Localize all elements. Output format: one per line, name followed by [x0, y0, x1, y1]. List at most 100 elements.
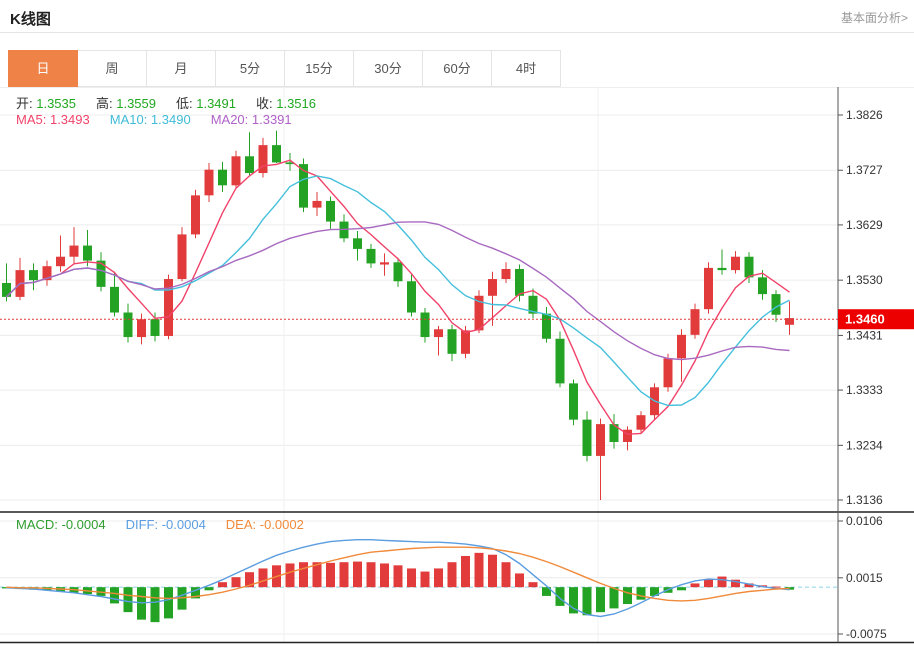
macd-bar-33 [447, 562, 457, 588]
candle-body-43 [582, 419, 592, 456]
macd-bar-15 [204, 587, 214, 591]
candle-body-47 [636, 415, 646, 430]
candle-body-4 [56, 256, 65, 267]
macd-bar-36 [488, 554, 497, 588]
macd-bar-51 [690, 583, 700, 588]
candle-body-57 [771, 294, 781, 315]
candle-body-50 [677, 334, 686, 359]
macd-bar-12 [164, 587, 173, 619]
candle-body-17 [231, 156, 241, 186]
macd-bar-22 [299, 562, 308, 588]
candle-body-28 [380, 262, 389, 265]
widget-header: K线图 基本面分析> [0, 0, 914, 33]
fundamental-analysis-link[interactable]: 基本面分析> [840, 11, 908, 25]
macd-bar-40 [542, 587, 551, 596]
ohlc-item-0: 开: 1.3535 [16, 96, 76, 111]
tab-2-inactive[interactable]: 周 [77, 50, 147, 87]
macd-bar-28 [380, 563, 389, 588]
ma-item-0: MA5: 1.3493 [16, 112, 90, 127]
macd-bar-18 [245, 572, 254, 588]
macd-bar-42 [569, 587, 578, 614]
page-title: K线图 [10, 11, 51, 28]
macd-bar-32 [434, 568, 443, 588]
macd-value: -0.0004 [61, 517, 106, 532]
candle-body-23 [312, 200, 322, 208]
candle-body-49 [663, 358, 673, 388]
candle-body-51 [690, 309, 700, 335]
ma20-line [6, 221, 790, 361]
tab-8-inactive[interactable]: 4时 [491, 50, 561, 87]
candle-body-54 [731, 256, 740, 271]
macd-bar-39 [528, 582, 538, 588]
candle-body-52 [704, 267, 713, 310]
macd-bar-23 [312, 562, 322, 588]
macd-bar-46 [623, 587, 632, 605]
candle-body-56 [758, 277, 767, 295]
candle-body-14 [191, 195, 200, 235]
candle-body-8 [110, 286, 119, 313]
price-tick-label-0: 1.3826 [846, 108, 883, 122]
ohlc-label: 收: [256, 96, 277, 111]
tab-7-inactive[interactable]: 60分 [422, 50, 492, 87]
candle-body-58 [785, 318, 794, 325]
ohlc-item-2: 低: 1.3491 [176, 96, 236, 111]
candle-body-3 [42, 266, 52, 281]
ohlc-label: 开: [16, 96, 37, 111]
candle-body-41 [555, 338, 565, 384]
macd-bar-31 [420, 571, 430, 588]
candle-body-38 [515, 269, 524, 296]
price-tick-label-1: 1.3727 [846, 163, 883, 177]
candle-body-22 [299, 164, 308, 208]
candle-body-15 [204, 169, 214, 196]
ma-value: 1.3490 [150, 112, 191, 127]
candle-body-18 [245, 156, 254, 174]
dea-line [6, 546, 790, 602]
ma-value: 1.3391 [251, 112, 292, 127]
candle-body-10 [137, 319, 146, 338]
candle-body-37 [501, 269, 511, 280]
tab-6-inactive[interactable]: 30分 [353, 50, 423, 87]
candle-body-55 [744, 256, 754, 278]
macd-bar-34 [461, 555, 470, 588]
price-tick-label-5: 1.3333 [846, 383, 883, 397]
ohlc-value: 1.3491 [196, 96, 236, 111]
macd-bar-16 [218, 582, 227, 588]
candle-body-2 [29, 270, 38, 281]
ma-item-1: MA10: 1.3490 [110, 112, 191, 127]
candle-body-36 [488, 279, 497, 296]
ma-item-2: MA20: 1.3391 [211, 112, 292, 127]
candle-body-11 [150, 319, 160, 336]
macd-bar-35 [474, 552, 484, 588]
macd-bar-19 [258, 568, 268, 588]
tab-3-inactive[interactable]: 月 [146, 50, 216, 87]
candle-body-29 [393, 262, 403, 282]
ohlc-value: 1.3559 [116, 96, 156, 111]
macd-bar-41 [555, 587, 565, 606]
chart-area[interactable]: 1.3826 1.3727 1.3629 1.3530 1.3431 1.3333 1.32… [0, 87, 914, 646]
candle-body-6 [83, 245, 92, 261]
candle-body-19 [258, 145, 268, 174]
candle-body-16 [218, 169, 227, 186]
candle-body-45 [609, 424, 619, 442]
candle-body-35 [474, 295, 484, 331]
ma-label: MA5: [16, 112, 50, 127]
macd-bar-14 [191, 587, 200, 599]
ohlc-value: 1.3516 [276, 96, 316, 111]
macd-bar-24 [326, 562, 335, 588]
macd-value: -0.0004 [161, 517, 206, 532]
candle-body-46 [623, 429, 632, 442]
tab-1-active[interactable]: 日 [8, 50, 78, 87]
ma-value: 1.3493 [49, 112, 90, 127]
macd-label: MACD: [16, 517, 62, 532]
macd-bar-29 [393, 565, 403, 588]
tab-4-inactive[interactable]: 5分 [215, 50, 285, 87]
macd-bar-26 [353, 561, 362, 588]
macd-label: DIFF: [125, 517, 162, 532]
tab-5-inactive[interactable]: 15分 [284, 50, 354, 87]
macd-tick-label-1: 0.0015 [846, 571, 883, 585]
macd-bar-52 [704, 579, 713, 588]
macd-tick-label-2: -0.0075 [846, 627, 887, 641]
price-tick-label-6: 1.3234 [846, 438, 883, 452]
ma-legend: MA5: 1.3493 MA10: 1.3490 MA20: 1.3391 [16, 112, 312, 127]
